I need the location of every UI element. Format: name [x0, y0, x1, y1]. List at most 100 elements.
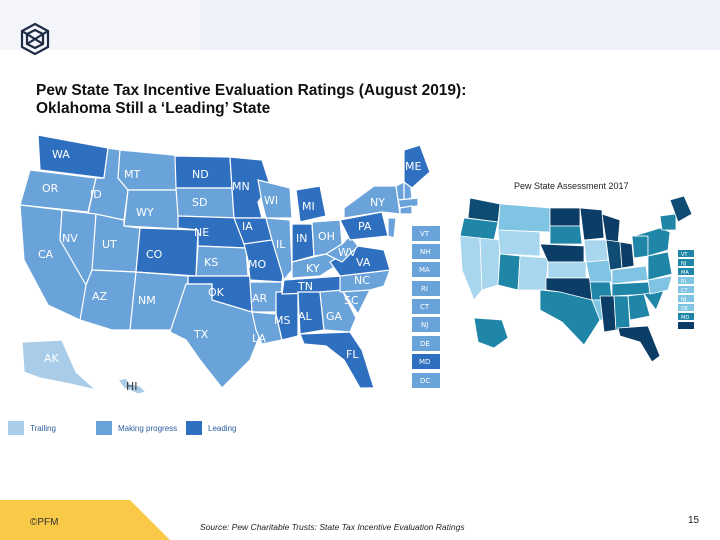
ne-box-label: RI [421, 285, 428, 293]
ne-box [412, 226, 440, 241]
sidebar-box-label: DE [681, 306, 688, 312]
ne-box-label: DC [420, 377, 430, 385]
sidebar-box [678, 250, 694, 257]
sidebar-box [678, 268, 694, 275]
state-label: SC [344, 294, 359, 307]
ne-box [412, 373, 440, 388]
sidebar-box [678, 304, 694, 311]
state-label: MO [248, 258, 266, 271]
state-label: OK [208, 286, 225, 299]
state-2017 [497, 253, 521, 291]
state-2017 [459, 235, 483, 301]
state-2017 [497, 203, 551, 233]
header-band [0, 0, 720, 50]
ne-box [412, 281, 440, 296]
state-label: OR [42, 182, 59, 195]
pew-2017-label: Pew State Assessment 2017 [514, 181, 629, 191]
state-wa [37, 134, 109, 179]
state-2017 [627, 293, 651, 321]
sidebar-box-label: VT [681, 252, 688, 258]
state-label: KY [306, 262, 320, 275]
us-map-2019 [19, 134, 431, 395]
state-label: AZ [92, 290, 108, 303]
state-ak [21, 339, 99, 392]
state-2017 [583, 239, 609, 263]
state-label: UT [102, 238, 117, 251]
state-2017 [467, 197, 501, 223]
sidebar-box [678, 277, 694, 284]
state-label: TN [297, 280, 313, 293]
state-2017 [619, 241, 635, 269]
state-2017 [601, 213, 621, 245]
state-wv [324, 235, 359, 263]
sidebar-box-label: MA [681, 270, 689, 276]
state-label: NV [62, 232, 78, 245]
state-mn [229, 156, 271, 219]
state-2017 [585, 259, 613, 283]
state-2017 [669, 195, 693, 223]
ne-box [412, 336, 440, 351]
state-label: OH [318, 230, 335, 243]
state-label: FL [346, 348, 359, 361]
state-label: VA [356, 256, 371, 269]
map-graphic: WA OR ID MT ND MN WI MI NY ME SD WY NE I… [19, 134, 694, 395]
state-2017 [539, 289, 601, 346]
ne-box-label: MD [419, 358, 430, 366]
state-ct [399, 205, 413, 215]
state-2017 [539, 243, 585, 263]
state-2017 [599, 295, 617, 333]
state-me [403, 144, 431, 189]
ne-box [412, 299, 440, 314]
sidebar-box [678, 313, 694, 320]
state-label: AL [298, 310, 313, 323]
state-2017 [617, 325, 661, 363]
state-2017 [473, 317, 509, 349]
state-label: ME [405, 160, 421, 173]
state-label: SD [192, 196, 207, 209]
state-2017 [479, 237, 501, 291]
ne-box [412, 244, 440, 259]
sidebar-box [678, 295, 694, 302]
state-label: IN [296, 232, 307, 245]
state-2017 [613, 295, 631, 331]
state-label: GA [326, 310, 343, 323]
state-mi [295, 185, 327, 223]
legend-label: Making progress [118, 423, 178, 433]
state-2017 [497, 229, 541, 257]
state-2017 [579, 207, 605, 241]
title-line-2: Oklahoma Still a ‘Leading’ State [36, 100, 271, 117]
sidebar-box-label: NJ [681, 261, 686, 267]
footer-accent [0, 500, 170, 540]
state-2017 [549, 225, 583, 245]
ne-box [412, 317, 440, 332]
ne-box-label: VT [420, 230, 430, 238]
sidebar-box-label: MD [681, 315, 689, 321]
state-label: WA [52, 148, 70, 161]
state-label: NE [194, 226, 209, 239]
state-label: CO [146, 248, 163, 261]
ne-box [412, 354, 440, 369]
state-label: WV [338, 246, 357, 259]
state-label: ID [90, 188, 102, 201]
legend-swatch [96, 421, 112, 435]
page-number: 15 [688, 515, 700, 526]
state-2017 [647, 275, 673, 295]
state-label: MN [232, 180, 250, 193]
state-label: AK [44, 352, 60, 365]
ne-box-label: NH [420, 248, 431, 256]
legend-making-progress: Making progress [96, 420, 177, 436]
state-nj [387, 217, 397, 239]
state-label: WY [136, 206, 154, 219]
state-hi [116, 377, 148, 395]
state-la [251, 311, 283, 345]
ne-box [412, 262, 440, 277]
sidebar-box-label: NJ [681, 297, 686, 303]
sidebar-box-label: CT [681, 288, 688, 294]
legend-trailing: Trailing [8, 420, 56, 436]
ne-box-label: CT [420, 303, 430, 311]
state-az [79, 269, 137, 331]
state-tx [169, 283, 263, 389]
legend-swatch [8, 421, 24, 435]
state-labels-2019: WA OR ID MT ND MN WI MI NY ME SD WY NE I… [38, 148, 421, 393]
state-label: KS [204, 256, 218, 269]
